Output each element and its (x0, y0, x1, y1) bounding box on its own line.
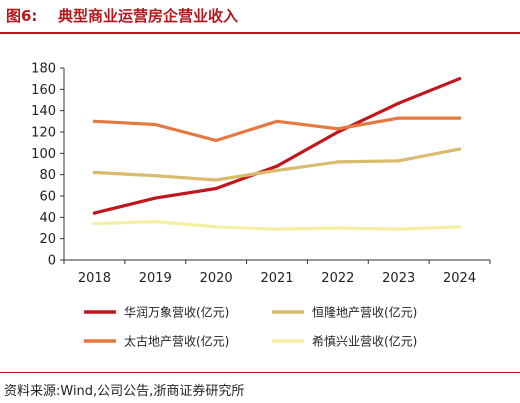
data-point (92, 211, 97, 215)
legend-label-2: 恒隆地产营收(亿元) (312, 305, 417, 320)
legend-label-1: 华润万象营收(亿元) (124, 305, 229, 320)
x-axis: 2018 2019 2020 2021 2022 2023 2024 (63, 259, 491, 286)
x-tick-label: 2019 (139, 271, 172, 286)
data-point (214, 178, 218, 182)
data-point (457, 147, 462, 151)
x-tick-label: 2023 (382, 271, 415, 286)
data-point (275, 227, 279, 231)
header-divider (0, 32, 520, 34)
y-tick-label: 60 (39, 190, 56, 205)
y-tick-label: 80 (39, 168, 56, 183)
data-point (153, 122, 157, 127)
y-tick-label: 20 (39, 232, 56, 247)
line-chart: 0 20 40 60 80 100 120 140 160 180 2018 2019 2020 202… (31, 62, 491, 349)
series-line-1 (92, 77, 462, 215)
legend-label-4: 希慎兴业营收(亿元) (312, 334, 417, 349)
y-tick-label: 40 (39, 211, 56, 226)
data-point (397, 101, 401, 105)
figure-number: 图6: (6, 7, 38, 25)
data-point (397, 227, 401, 231)
data-point (214, 186, 218, 191)
data-point (457, 225, 462, 229)
figure-header: 图6: 典型商业运营房企营业收入 (0, 0, 520, 34)
legend: 华润万象营收(亿元) 恒隆地产营收(亿元) 太古地产营收(亿元) 希慎兴业营收(亿元) (84, 305, 417, 349)
x-tick-label: 2018 (78, 271, 111, 286)
x-tick-label: 2022 (321, 271, 354, 286)
y-tick-label: 100 (31, 147, 56, 162)
data-point (153, 174, 157, 178)
data-point (397, 159, 401, 163)
data-point (153, 196, 157, 200)
series-layer (92, 77, 462, 231)
source-note: 资料来源:Wind,公司公告,浙商证券研究所 (4, 384, 245, 399)
y-tick-label: 0 (48, 254, 56, 269)
footer-divider (0, 372, 520, 373)
data-point (92, 222, 97, 226)
data-point (457, 77, 462, 81)
data-point (336, 130, 340, 134)
data-point (336, 160, 340, 164)
data-point (275, 164, 279, 168)
data-point (214, 138, 218, 143)
y-tick-label: 120 (31, 126, 56, 141)
data-point (92, 119, 97, 123)
data-point (92, 170, 97, 175)
y-axis: 0 20 40 60 80 100 120 140 160 180 (31, 62, 65, 269)
data-point (336, 226, 340, 230)
data-point (397, 116, 401, 120)
y-tick-label: 160 (31, 83, 56, 98)
data-point (457, 116, 462, 120)
legend-label-3: 太古地产营收(亿元) (124, 334, 229, 349)
data-point (336, 127, 340, 131)
data-point (214, 225, 218, 229)
y-tick-label: 180 (31, 62, 56, 77)
data-point (275, 119, 279, 123)
x-tick-label: 2020 (200, 271, 233, 286)
data-point (153, 220, 157, 224)
y-tick-label: 140 (31, 104, 56, 119)
x-tick-label: 2024 (443, 271, 476, 286)
x-tick-label: 2021 (260, 271, 293, 286)
figure-title: 典型商业运营房企营业收入 (58, 7, 239, 25)
data-point (275, 168, 279, 172)
